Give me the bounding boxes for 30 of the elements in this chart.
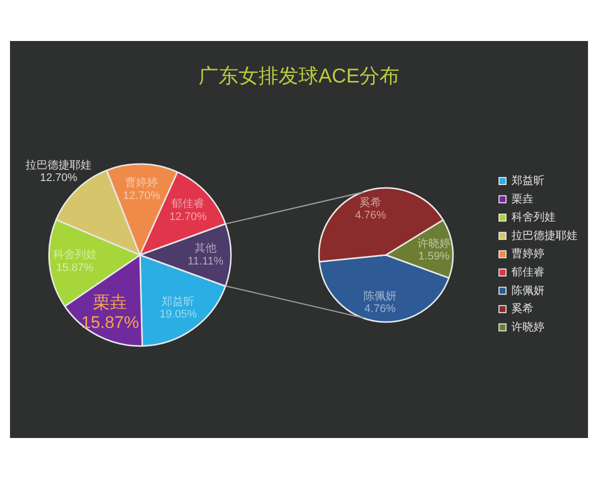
slice-label: 奚希: [360, 196, 382, 209]
data-label: 15.87%: [56, 262, 94, 274]
slice-label: 许晓婷: [417, 236, 450, 250]
data-label: 4.76%: [364, 303, 396, 316]
data-label: 1.59%: [418, 250, 450, 263]
data-label: 12.70%: [40, 172, 78, 184]
slice-label: 曹婷婷: [125, 176, 158, 190]
data-label: 4.76%: [354, 210, 386, 222]
legend-label: 拉巴德捷耶娃: [512, 228, 578, 242]
slice-label: 其他: [194, 242, 217, 255]
data-label: 15.87%: [81, 312, 139, 332]
legend-label: 郑益昕: [512, 174, 544, 188]
slice-label: 栗垚: [93, 293, 128, 312]
slice-label: 郑益昕: [162, 294, 195, 308]
legend-label: 科舍列娃: [512, 212, 556, 224]
slice-label: 陈佩妍: [364, 290, 397, 303]
data-label: 12.70%: [169, 210, 207, 223]
legend-label: 奚希: [512, 302, 534, 316]
data-label: 19.05%: [160, 308, 198, 321]
data-label: 12.70%: [122, 190, 160, 202]
slice-label: 拉巴德捷耶娃: [26, 158, 92, 172]
slice-label: 科舍列娃: [52, 249, 97, 262]
slice-label: 郁佳睿: [172, 198, 205, 210]
legend-label: 栗垚: [512, 192, 534, 206]
legend-label: 许晓婷: [512, 320, 544, 334]
legend-label: 陈佩妍: [512, 284, 544, 297]
legend-label: 曹婷婷: [512, 247, 544, 260]
legend-label: 郁佳睿: [512, 266, 544, 279]
data-label: 11.11%: [188, 255, 224, 268]
chart-title: 广东女排发球ACE分布: [198, 66, 400, 88]
